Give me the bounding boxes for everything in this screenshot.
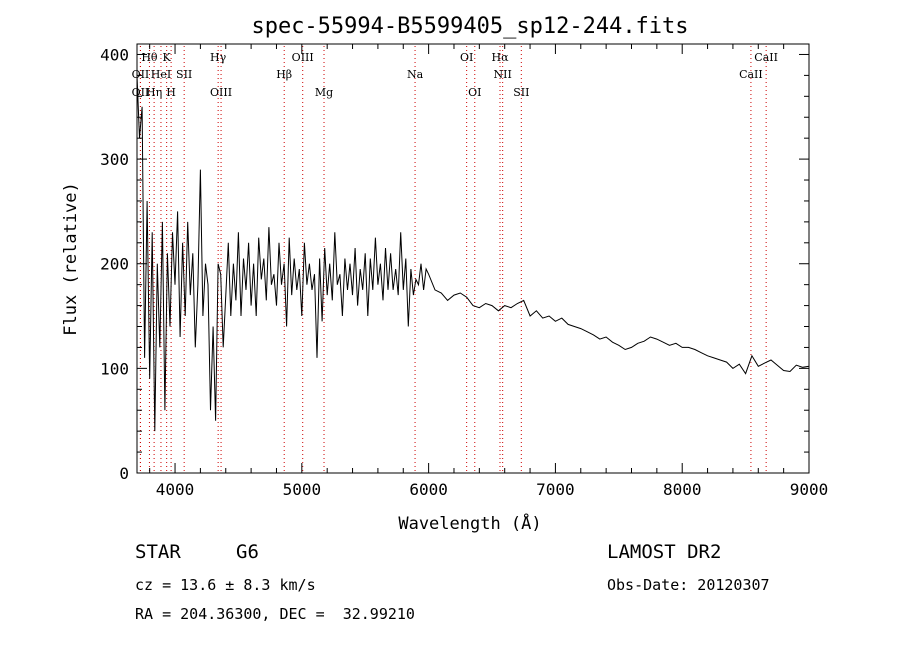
x-tick-label: 6000 (409, 480, 448, 499)
spectral-line-label: K (163, 51, 172, 64)
survey-name: LAMOST DR2 (607, 541, 722, 563)
spectral-line-label: Mg (315, 86, 333, 99)
spectral-line-label: SII (513, 86, 529, 99)
x-tick-label: 7000 (536, 480, 575, 499)
coordinates: RA = 204.36300, DEC = 32.99210 (135, 605, 415, 623)
spectral-line-label: OIII (292, 51, 314, 64)
object-class: STAR (135, 541, 181, 563)
y-tick-label: 100 (100, 359, 129, 378)
object-subclass: G6 (236, 541, 259, 563)
observation-date: Obs-Date: 20120307 (607, 576, 770, 594)
x-axis-label: Wavelength (Å) (398, 512, 541, 534)
spectral-line-label: Hγ (210, 51, 227, 64)
y-tick-label: 400 (100, 45, 129, 64)
spectral-line-label: NII (494, 68, 512, 81)
spectral-line-label: OI (468, 86, 481, 99)
spectral-line-label: OII (132, 68, 150, 81)
spectral-line-label: OII (132, 86, 150, 99)
y-tick-label: 300 (100, 150, 129, 169)
spectral-line-label: H (166, 86, 176, 99)
spectrum-series-line (136, 75, 810, 432)
spectral-line-markers (139, 46, 767, 471)
spectral-line-label: OIII (210, 86, 232, 99)
x-tick-label: 4000 (156, 480, 195, 499)
spectral-line-label: CaII (754, 51, 778, 64)
y-axis-label: Flux (relative) (61, 182, 81, 336)
spectral-line-label: HeI (151, 68, 171, 81)
spectral-line-label: Hβ (276, 68, 292, 81)
redshift-cz: cz = 13.6 ± 8.3 km/s (135, 576, 316, 594)
x-axis-ticks: 4000 5000 6000 7000 8000 9000 (149, 44, 829, 499)
x-tick-label: 9000 (790, 480, 829, 499)
spectral-line-label: Hα (491, 51, 509, 64)
spectral-line-label: Hη (146, 86, 162, 99)
spectral-line-label: Hθ (141, 51, 158, 64)
spectral-line-label: OI (460, 51, 473, 64)
spectral-line-label: CaII (739, 68, 763, 81)
plot-frame (136, 43, 810, 474)
spectral-line-label: Na (407, 68, 424, 81)
spectral-line-labels: Hθ K Hγ OIII OI Hα CaII OII HeI SII Hβ Na NII CaII OII… (132, 51, 778, 99)
x-tick-label: 8000 (663, 480, 702, 499)
y-tick-label: 0 (119, 464, 129, 483)
x-tick-label: 5000 (283, 480, 322, 499)
spectral-line-label: SII (176, 68, 192, 81)
y-tick-label: 200 (100, 255, 129, 274)
chart-title: spec-55994-B5599405_sp12-244.fits (251, 14, 688, 39)
y-axis-ticks: 0 100 200 300 400 (100, 45, 809, 483)
